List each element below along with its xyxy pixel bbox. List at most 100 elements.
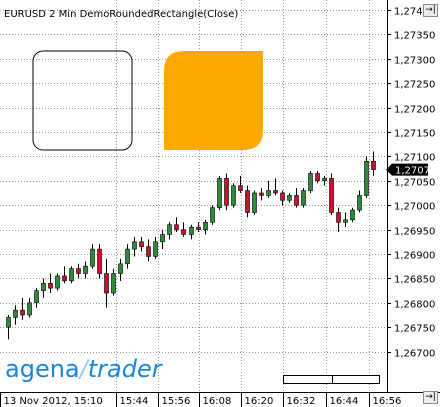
candle-body-up: [266, 190, 271, 196]
price-tick-label: 1,26750: [394, 324, 435, 335]
candle: [6, 315, 11, 340]
rounded-rectangle-outline: [32, 50, 133, 151]
candle-body-down: [259, 192, 264, 196]
candle: [125, 244, 130, 269]
candle-body-up: [83, 265, 88, 274]
candle-body-up: [90, 248, 95, 267]
candle: [210, 205, 215, 225]
candle: [196, 222, 201, 233]
candle: [55, 273, 60, 291]
candle: [111, 268, 116, 296]
candle: [167, 222, 172, 240]
candle-body-up: [287, 195, 292, 201]
candle-body-down: [196, 226, 201, 230]
candle: [20, 297, 25, 320]
candle: [308, 171, 313, 193]
candle-body-up: [55, 275, 60, 289]
candle: [203, 219, 208, 235]
candle-body-up: [217, 178, 222, 208]
candle: [97, 244, 102, 279]
candle-body-up: [350, 209, 355, 221]
candle-body-up: [343, 219, 348, 223]
candle-body-up: [13, 309, 18, 318]
candle-body-up: [6, 317, 11, 328]
time-axis-labels: 13 Nov 2012, 15:10 15:44 15:56 16:08 16:20 16…: [0, 392, 402, 407]
candle: [259, 188, 264, 201]
candle-body-up: [160, 234, 165, 243]
candle-body-down: [329, 178, 334, 213]
candle-body-up: [231, 185, 236, 206]
time-tick-label: 16:44: [330, 396, 359, 407]
candle-body-down: [97, 248, 102, 274]
candle: [181, 222, 186, 237]
scroll-range-box[interactable]: [283, 375, 380, 384]
candle-body-up: [322, 178, 327, 182]
candle-body-up: [210, 207, 215, 223]
price-tick-label: 1,27350: [394, 31, 435, 42]
price-tick-label: 1,27250: [394, 80, 435, 91]
candle-body-up: [357, 195, 362, 211]
candle: [48, 273, 53, 294]
candle-body-up: [34, 290, 39, 304]
candle-body-up: [41, 282, 46, 291]
scroll-to-end-button-bottom[interactable]: →|: [423, 391, 438, 404]
candle: [174, 217, 179, 233]
candle: [27, 297, 32, 318]
candle: [104, 258, 109, 308]
candle-body-up: [308, 173, 313, 191]
candle-body-up: [125, 248, 130, 265]
candle: [329, 173, 334, 215]
candle-body-up: [27, 302, 32, 316]
candle: [287, 193, 292, 203]
logo-slash: /: [79, 355, 88, 383]
candle: [301, 188, 306, 208]
candle: [371, 151, 376, 176]
candle: [238, 175, 243, 193]
candle-body-down: [315, 173, 320, 182]
candle-body-down: [336, 212, 341, 223]
candle-body-up: [132, 241, 137, 250]
candle: [69, 266, 74, 284]
current-price-marker: 1,27073: [386, 163, 436, 177]
price-tick-label: 1,27000: [394, 202, 435, 213]
candle-body-down: [76, 268, 81, 274]
candle: [315, 171, 320, 184]
candle-body-up: [189, 226, 194, 235]
candle: [217, 175, 222, 211]
rounded-rectangle-filled: [164, 51, 263, 150]
time-tick-label: 16:32: [287, 396, 316, 407]
candle-body-down: [174, 224, 179, 230]
logo-part-agena: agena: [5, 355, 80, 383]
time-tick-label: 15:56: [162, 396, 191, 407]
candle: [76, 263, 81, 279]
candle-body-up: [111, 273, 116, 294]
time-tick-label: 16:20: [245, 396, 274, 407]
candle: [350, 207, 355, 223]
price-tick-label: 1,26950: [394, 227, 435, 238]
candle-body-up: [301, 190, 306, 206]
candle-body-up: [252, 192, 257, 213]
candle: [266, 180, 271, 198]
scroll-to-end-button-top[interactable]: →|: [423, 4, 438, 17]
candle-body-up: [153, 241, 158, 257]
candles-group: [6, 151, 376, 340]
price-tick-label: 1,27150: [394, 129, 435, 140]
candle-body-up: [118, 263, 123, 274]
candle: [224, 173, 229, 211]
candle: [252, 190, 257, 215]
candle: [132, 236, 137, 257]
candle: [343, 212, 348, 228]
candle: [146, 239, 151, 262]
candle-body-down: [181, 229, 186, 235]
price-tick-label: 1,26900: [394, 251, 435, 262]
price-tick-label: 1,274: [394, 7, 423, 18]
candle: [13, 305, 18, 325]
time-tick-label: 16:56: [373, 396, 402, 407]
price-tick-label: 1,26700: [394, 349, 435, 360]
candle-body-down: [280, 192, 285, 201]
candle: [364, 156, 369, 198]
price-tick-label: 1,27050: [394, 178, 435, 189]
candle: [294, 188, 299, 208]
candle: [273, 178, 278, 196]
